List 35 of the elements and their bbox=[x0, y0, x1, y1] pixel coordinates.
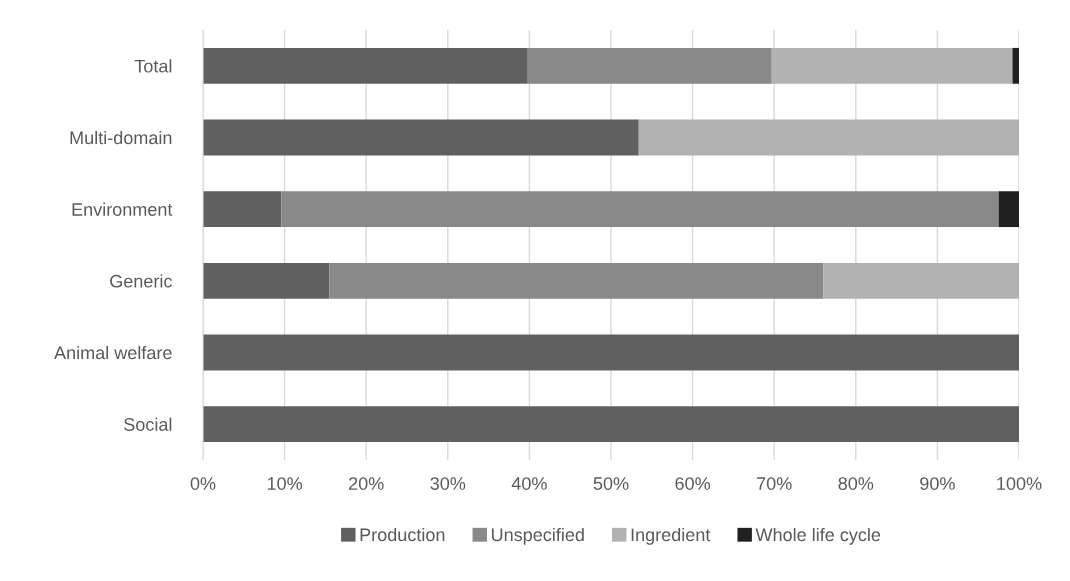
bar bbox=[329, 262, 824, 299]
bar bbox=[281, 191, 999, 228]
bar bbox=[1012, 47, 1019, 84]
x-tick-label: 20% bbox=[349, 477, 384, 490]
y-tick-label: Social bbox=[124, 417, 172, 431]
y-tick-label: Total bbox=[134, 59, 172, 73]
y-tick-label: Multi-domain bbox=[70, 130, 172, 145]
x-tick-label: 10% bbox=[267, 477, 303, 490]
bar bbox=[771, 47, 1013, 84]
y-tick-label: Environment bbox=[72, 202, 173, 216]
legend-label: Ingredient bbox=[631, 527, 711, 545]
bar bbox=[203, 191, 282, 228]
y-tick-label: Animal welfare bbox=[54, 345, 172, 360]
x-tick-label: 0% bbox=[190, 477, 216, 490]
x-tick-label: 80% bbox=[838, 477, 874, 490]
bar bbox=[527, 47, 772, 84]
legend-label: Unspecified bbox=[491, 527, 584, 545]
y-tick-label: Generic bbox=[110, 274, 172, 288]
legend-label: Whole life cycle bbox=[755, 527, 881, 545]
x-tick-label: 60% bbox=[675, 477, 711, 490]
bar bbox=[203, 334, 1019, 371]
bar bbox=[203, 262, 330, 299]
bar bbox=[638, 119, 1019, 156]
legend-label: Production bbox=[360, 527, 445, 542]
x-tick-label: 90% bbox=[920, 477, 955, 490]
x-tick-label: 40% bbox=[511, 477, 547, 490]
bar bbox=[998, 191, 1019, 228]
x-tick-label: 100% bbox=[997, 477, 1042, 490]
x-tick-label: 50% bbox=[593, 477, 629, 490]
bar bbox=[203, 406, 1019, 443]
bar bbox=[203, 47, 528, 84]
x-tick-label: 30% bbox=[430, 477, 466, 490]
bar bbox=[203, 119, 639, 156]
bar bbox=[823, 262, 1019, 299]
x-tick-label: 70% bbox=[757, 477, 792, 490]
